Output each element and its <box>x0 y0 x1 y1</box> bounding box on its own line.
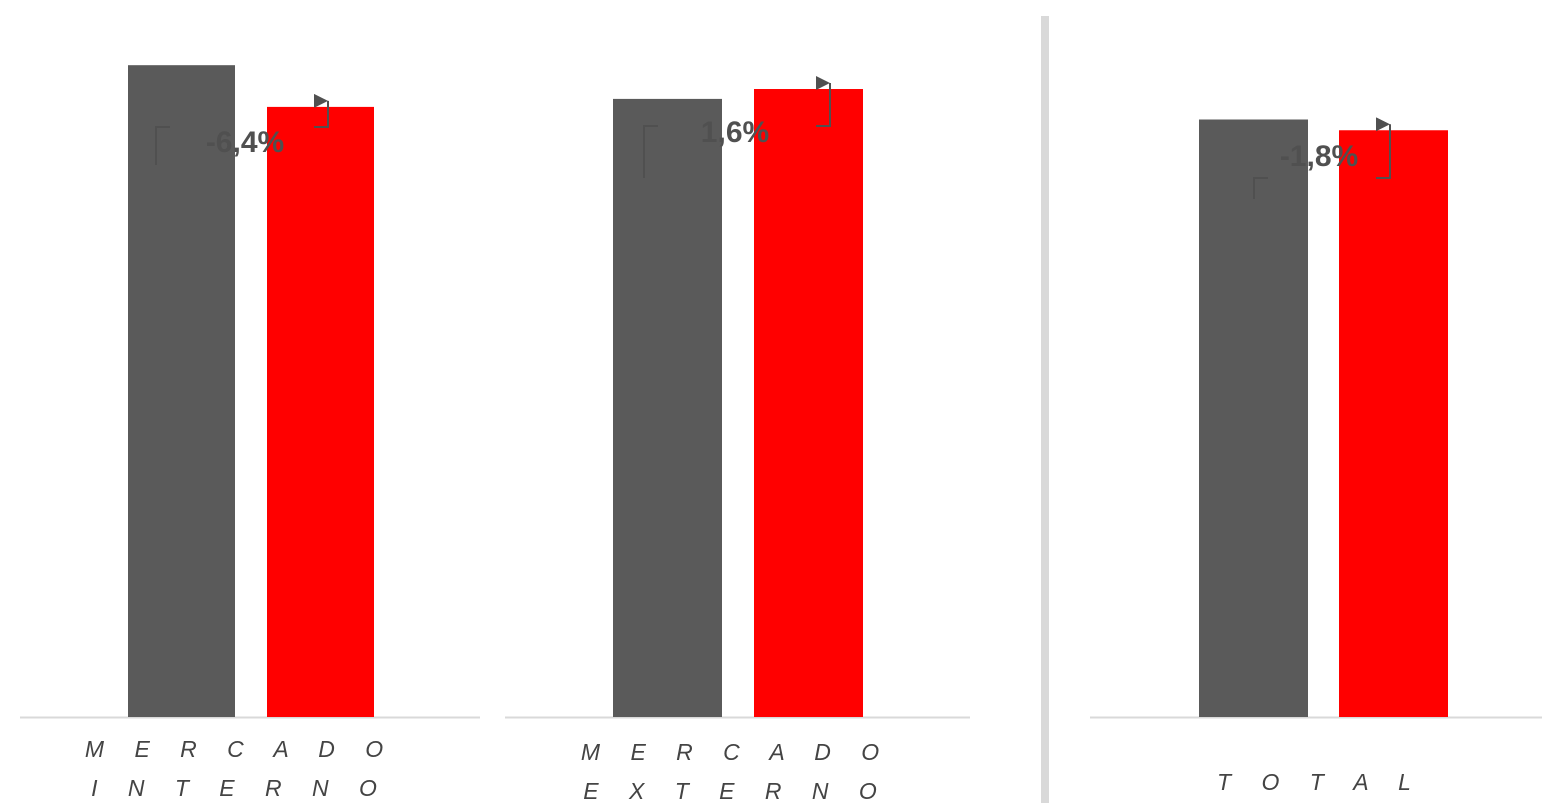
bar-previous <box>613 98 722 718</box>
bar-previous <box>128 65 235 717</box>
category-label: M E R C A D O <box>581 739 891 765</box>
bar-current <box>267 106 374 717</box>
category-label: T O T A L <box>1217 769 1423 795</box>
change-percent-label: -1,8% <box>1280 140 1358 173</box>
bar-previous <box>1199 119 1308 717</box>
bar-current <box>1339 130 1448 717</box>
change-percent-label: 1,6% <box>701 116 769 149</box>
category-label: I N T E R N O <box>91 775 389 801</box>
category-label: M E R C A D O <box>85 736 395 762</box>
change-connector-arrow <box>155 101 328 165</box>
bar-current <box>754 89 863 717</box>
change-connector-arrow <box>643 83 830 178</box>
category-label: E X T E R N O <box>583 778 889 804</box>
change-connector-arrow <box>1253 124 1390 199</box>
change-percent-label: -6,4% <box>206 126 284 159</box>
